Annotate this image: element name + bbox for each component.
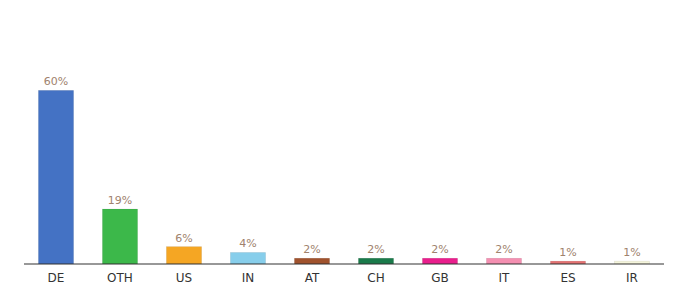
bar <box>102 209 137 264</box>
data-label: 19% <box>108 194 132 207</box>
bar <box>230 252 265 264</box>
data-label: 1% <box>623 246 640 259</box>
bar <box>38 90 73 264</box>
x-tick-label: IN <box>242 271 255 285</box>
data-label: 2% <box>367 243 384 256</box>
chart-container: DE OTH US IN AT CH GB IT ES IR 60% 19% 6% 4% 2% 2% 2% 2% 1… <box>0 0 680 300</box>
data-label: 2% <box>431 243 448 256</box>
bar <box>358 258 393 264</box>
x-tick-label: ES <box>560 271 575 285</box>
data-label: 60% <box>44 75 68 88</box>
x-tick-label: IT <box>499 271 511 285</box>
data-label: 2% <box>303 243 320 256</box>
data-label: 4% <box>239 237 256 250</box>
bar <box>166 247 201 264</box>
x-tick-label: IR <box>626 271 638 285</box>
x-tick-label: OTH <box>107 271 133 285</box>
x-tick-label: CH <box>367 271 384 285</box>
x-tick-label: AT <box>305 271 320 285</box>
bar <box>422 258 457 264</box>
x-tick-label: DE <box>48 271 65 285</box>
data-label: 6% <box>175 232 192 245</box>
x-axis <box>24 263 664 264</box>
bars <box>38 90 649 264</box>
data-label: 1% <box>559 246 576 259</box>
x-tick-label: US <box>176 271 192 285</box>
chart: DE OTH US IN AT CH GB IT ES IR 60% 19% 6% 4% 2% 2% 2% 2% 1… <box>0 0 680 300</box>
bar <box>294 258 329 264</box>
data-label: 2% <box>495 243 512 256</box>
x-tick-label: GB <box>431 271 449 285</box>
bar <box>486 258 521 264</box>
